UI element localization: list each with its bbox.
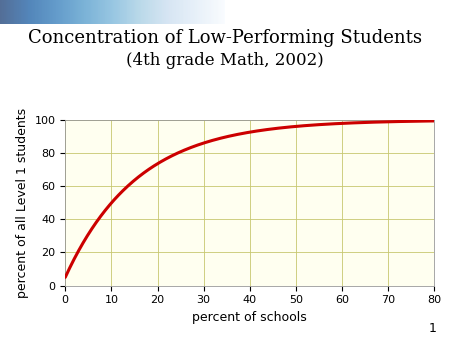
Y-axis label: percent of all Level 1 students: percent of all Level 1 students xyxy=(16,108,29,298)
X-axis label: percent of schools: percent of schools xyxy=(193,311,307,324)
Text: 1: 1 xyxy=(428,322,436,335)
Text: Concentration of Low-Performing Students: Concentration of Low-Performing Students xyxy=(28,29,422,47)
Text: (4th grade Math, 2002): (4th grade Math, 2002) xyxy=(126,52,324,69)
